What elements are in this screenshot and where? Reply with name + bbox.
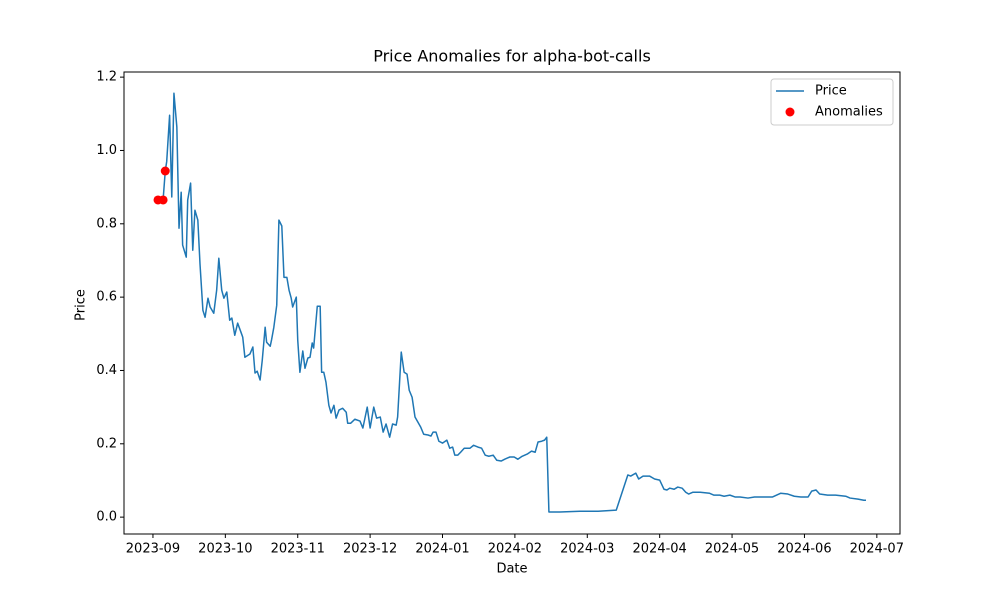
anomaly-point — [158, 195, 168, 205]
y-tick-label: 0.0 — [96, 510, 117, 525]
x-tick-label: 2023-12 — [343, 542, 397, 557]
y-tick-label: 0.6 — [96, 290, 117, 305]
x-tick-label: 2023-10 — [198, 542, 252, 557]
x-tick-label: 2024-01 — [415, 542, 469, 557]
plot-frame — [123, 71, 901, 535]
x-tick-label: 2023-11 — [271, 542, 325, 557]
legend-marker — [785, 107, 795, 117]
x-tick-label: 2024-03 — [560, 542, 614, 557]
x-axis-label: Date — [496, 562, 527, 577]
y-tick-label: 1.2 — [96, 70, 117, 85]
anomaly-point — [160, 166, 170, 176]
x-tick-label: 2024-05 — [705, 542, 759, 557]
x-tick-label: 2024-02 — [488, 542, 542, 557]
y-tick-label: 0.8 — [96, 216, 117, 231]
x-tick-label: 2024-04 — [633, 542, 687, 557]
y-tick-label: 0.4 — [96, 363, 117, 378]
x-tick-label: 2024-06 — [777, 542, 831, 557]
x-tick-label: 2023-09 — [126, 542, 180, 557]
x-tick-label: 2024-07 — [850, 542, 904, 557]
y-tick-label: 0.2 — [96, 436, 117, 451]
chart-title: Price Anomalies for alpha-bot-calls — [373, 47, 651, 66]
y-tick-label: 1.0 — [96, 143, 117, 158]
y-axis-label: Price — [74, 289, 89, 321]
legend-label: Price — [815, 84, 847, 99]
price-line — [157, 92, 866, 513]
legend-label: Anomalies — [815, 105, 883, 120]
